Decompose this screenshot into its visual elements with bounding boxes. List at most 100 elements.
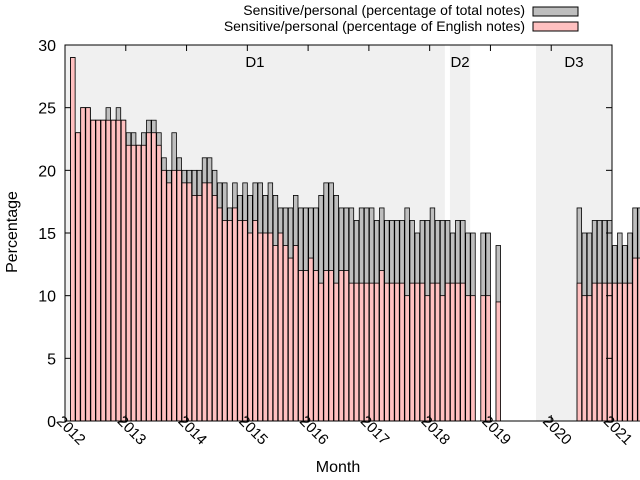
english-notes-bar: [363, 282, 370, 422]
english-notes-bar: [125, 144, 132, 422]
english-notes-bar: [379, 270, 385, 422]
y-tick-label: 10: [38, 289, 56, 306]
y-tick-label: 25: [38, 101, 56, 118]
english-notes-bar: [191, 194, 198, 422]
english-notes-bar: [439, 295, 446, 422]
english-notes-bar: [394, 282, 400, 422]
legend-label-total: Sensitive/personal (percentage of total …: [243, 2, 525, 18]
english-notes-bar: [95, 119, 101, 422]
english-notes-bar: [485, 295, 491, 422]
english-notes-bar: [217, 207, 223, 422]
english-notes-bar: [85, 107, 91, 422]
english-notes-bar: [222, 220, 228, 422]
y-tick-label: 5: [47, 351, 56, 368]
english-notes-bar: [161, 169, 167, 422]
y-axis: 0 5 10 15 20 25 30: [38, 38, 612, 431]
english-notes-bar: [298, 270, 304, 422]
english-notes-bar: [181, 182, 187, 422]
english-notes-bar: [196, 194, 203, 422]
english-notes-bar: [151, 132, 157, 422]
english-notes-bar: [146, 132, 152, 422]
english-notes-bar: [455, 282, 461, 422]
x-tick-label: 2019: [478, 413, 514, 449]
y-tick-label: 20: [38, 163, 56, 180]
english-notes-bar: [176, 169, 182, 422]
english-notes-bar: [171, 169, 177, 422]
english-notes-bar: [591, 282, 598, 422]
english-notes-bar: [237, 220, 243, 422]
english-notes-bar: [581, 295, 588, 422]
english-notes-bar: [444, 282, 451, 422]
english-notes-bar: [130, 144, 137, 422]
y-tick-label: 15: [38, 226, 56, 243]
english-notes-bar: [622, 282, 628, 422]
english-notes-bar: [211, 194, 218, 422]
english-notes-bar: [75, 132, 81, 422]
english-notes-bar: [267, 232, 274, 422]
english-notes-bar: [277, 232, 284, 422]
english-notes-bar: [424, 295, 431, 422]
english-notes-bar: [323, 270, 329, 422]
english-notes-bar: [465, 295, 471, 422]
english-notes-bar: [100, 119, 106, 422]
english-notes-bar: [156, 144, 162, 422]
english-notes-bar: [601, 282, 608, 422]
legend-swatch-english: [532, 21, 579, 32]
english-notes-bar: [272, 245, 279, 422]
english-notes-bar: [399, 282, 405, 422]
english-notes-bar: [348, 282, 355, 422]
english-notes-bar: [374, 282, 380, 422]
english-notes-bar: [308, 257, 314, 422]
english-notes-bar: [632, 257, 638, 422]
english-notes-bar: [328, 270, 334, 422]
english-notes-bar: [353, 282, 360, 422]
region-labels: D1 D2 D3: [245, 54, 583, 71]
english-notes-bar: [318, 282, 324, 422]
english-notes-bar: [282, 245, 289, 422]
english-notes-bar: [257, 232, 263, 422]
legend-swatch-total: [532, 6, 579, 17]
english-notes-bar: [242, 220, 248, 422]
english-notes-bar: [232, 207, 238, 422]
english-notes-bar: [637, 257, 640, 422]
english-notes-bar: [358, 282, 365, 422]
english-notes-bar: [338, 270, 344, 422]
english-notes-bar: [70, 57, 76, 422]
english-notes-bar: [262, 232, 268, 422]
english-notes-bar: [201, 182, 208, 422]
english-notes-bar: [389, 282, 395, 422]
y-tick-label: 0: [47, 414, 56, 431]
english-notes-bar: [293, 245, 299, 422]
english-notes-bar: [333, 282, 339, 422]
english-notes-bar: [450, 282, 456, 422]
english-notes-bar: [303, 270, 309, 422]
english-notes-bar: [115, 119, 122, 422]
english-notes-bar: [404, 295, 410, 422]
english-notes-bar: [343, 270, 350, 422]
english-notes-bar: [607, 282, 613, 422]
english-notes-bar: [470, 295, 476, 422]
english-notes-bar: [384, 282, 390, 422]
english-notes-bar: [227, 220, 233, 422]
x-axis-label: Month: [316, 459, 360, 476]
english-notes-bar: [313, 270, 319, 422]
english-notes-bar: [252, 220, 258, 422]
english-notes-bar: [414, 282, 420, 422]
english-notes-bar: [80, 107, 86, 422]
english-notes-bar: [434, 282, 441, 422]
english-notes-bar: [141, 144, 147, 422]
english-notes-bar: [612, 282, 618, 422]
english-notes-bar: [287, 257, 294, 422]
english-notes-bar: [247, 232, 253, 422]
english-notes-bar: [617, 282, 623, 422]
english-notes-bar: [627, 282, 633, 422]
english-notes-bar: [586, 295, 593, 422]
english-notes-bar: [136, 144, 142, 422]
english-notes-bar: [576, 282, 583, 422]
english-notes-bar: [368, 282, 375, 422]
english-notes-bar: [495, 301, 501, 422]
english-notes-bar: [596, 282, 603, 422]
legend: Sensitive/personal (percentage of total …: [224, 2, 579, 34]
region-label-d3: D3: [564, 54, 583, 71]
